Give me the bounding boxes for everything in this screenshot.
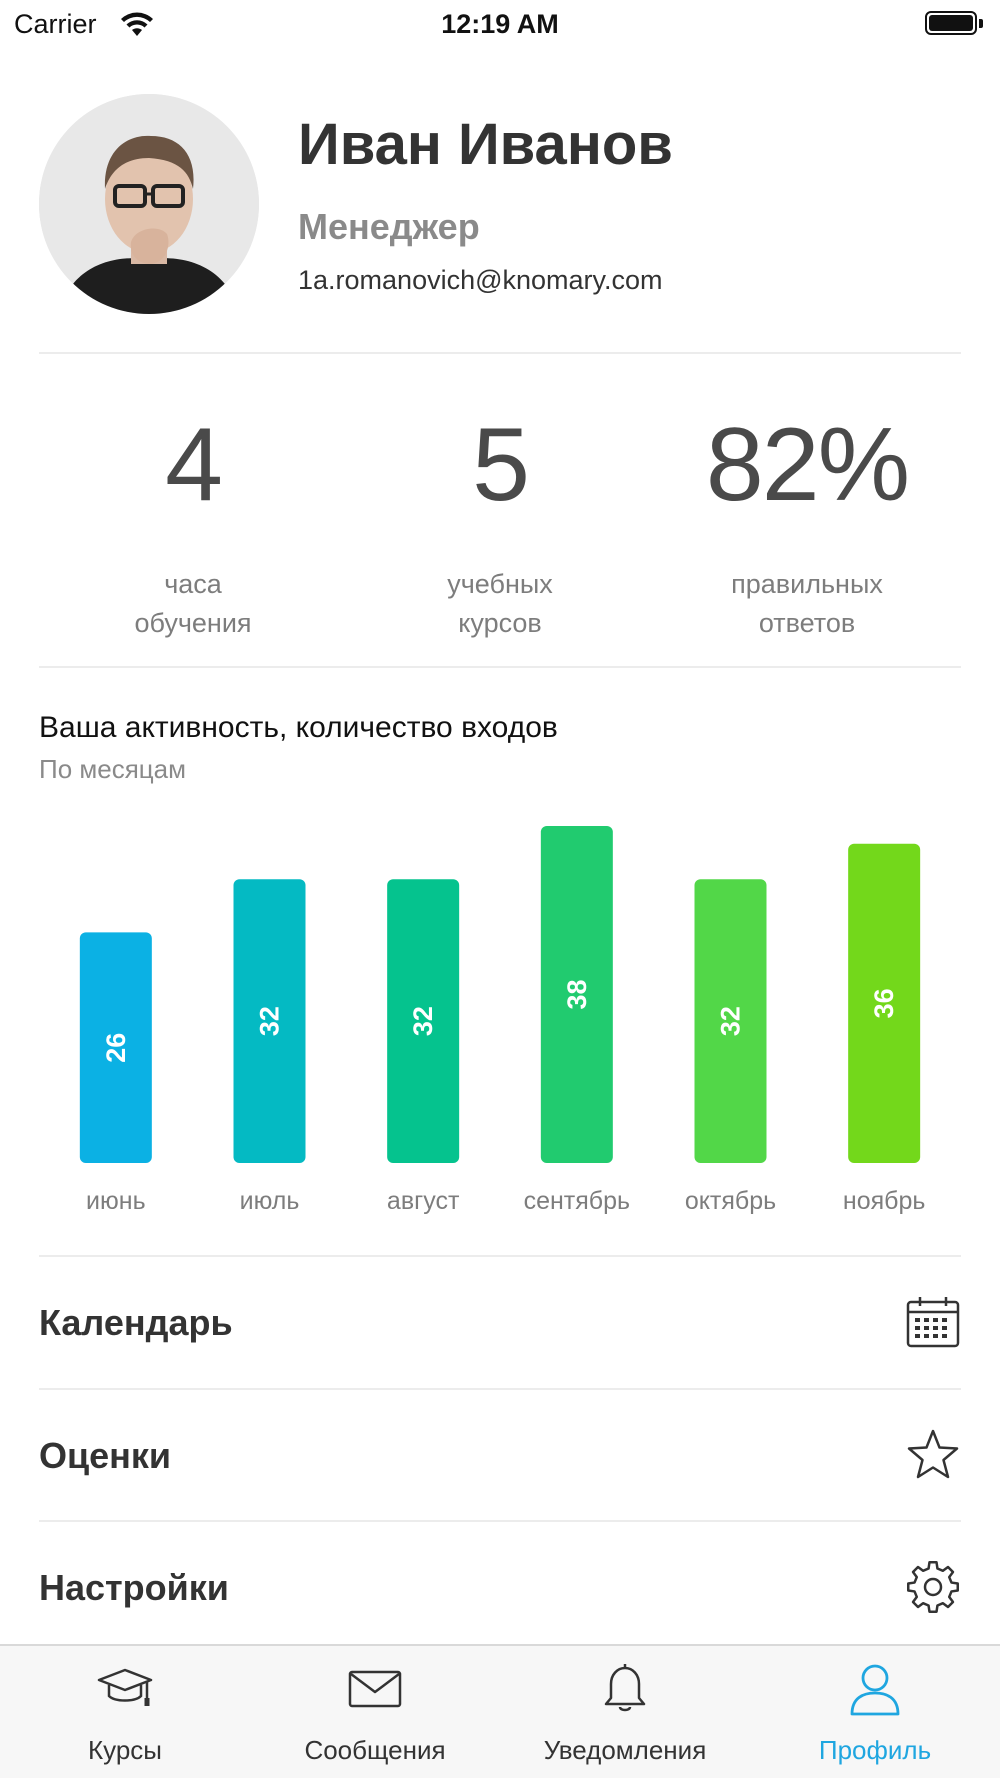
carrier-label: Carrier [14, 9, 97, 39]
bell-icon [604, 1664, 646, 1712]
category-label: октябрь [685, 1187, 776, 1215]
bar-value-label: 36 [869, 988, 899, 1018]
menu-item-label: Настройки [39, 1567, 229, 1608]
stat-label-line: учебных [447, 569, 553, 599]
tab-bar: Курсы Сообщения Уведомления Профиль [0, 1644, 1000, 1778]
stat-label-line: курсов [458, 608, 542, 638]
avatar[interactable] [39, 94, 259, 314]
divider [39, 352, 961, 354]
tab-label: Курсы [87, 1735, 162, 1765]
divider [39, 1255, 961, 1257]
stat-courses: 5 учебных курсов [346, 405, 654, 643]
tab-label: Сообщения [304, 1735, 446, 1765]
category-label: июль [240, 1187, 300, 1215]
divider [39, 666, 961, 668]
battery-icon [925, 11, 983, 37]
stat-label: правильных ответов [653, 565, 961, 643]
bar-сентябрь [540, 826, 613, 1163]
chart-title: Ваша активность, количество входов [39, 711, 558, 744]
stat-hours: 4 часа обучения [39, 405, 347, 643]
clock: 12:19 AM [441, 9, 559, 39]
profile-role: Менеджер [298, 206, 480, 247]
graduation-cap-icon [97, 1668, 153, 1706]
menu-item-label: Оценки [39, 1435, 172, 1476]
bar-август [387, 879, 460, 1163]
bar-июнь [79, 932, 152, 1163]
divider [39, 1520, 961, 1522]
bar-октябрь [694, 879, 767, 1163]
tab-label: Профиль [818, 1735, 932, 1765]
bar-value-label: 26 [101, 1033, 131, 1063]
gear-icon [907, 1561, 959, 1613]
menu-item-grades[interactable]: Оценки [39, 1390, 961, 1521]
bar-value-label: 32 [716, 1006, 746, 1036]
stat-label-line: правильных [731, 569, 883, 599]
calendar-icon [906, 1297, 960, 1348]
stat-label-line: часа [164, 569, 222, 599]
wifi-icon [121, 12, 153, 36]
stat-label: учебных курсов [346, 565, 654, 643]
tab-label: Уведомления [543, 1735, 707, 1765]
stat-value: 4 [165, 407, 223, 523]
stat-value: 5 [472, 407, 530, 523]
category-label: сентябрь [524, 1187, 630, 1215]
stat-correct-answers: 82% правильных ответов [653, 405, 961, 643]
bar-июль [233, 879, 306, 1163]
star-icon [907, 1429, 959, 1479]
avatar-image [39, 94, 259, 314]
tab-profile[interactable]: Профиль [750, 1646, 1000, 1778]
stat-label-line: обучения [134, 608, 252, 638]
chart-subtitle: По месяцам [39, 754, 187, 784]
category-label: август [387, 1187, 460, 1215]
tab-notifications[interactable]: Уведомления [500, 1646, 750, 1778]
menu-item-settings[interactable]: Настройки [39, 1522, 961, 1653]
tab-messages[interactable]: Сообщения [250, 1646, 500, 1778]
bar-value-label: 38 [562, 979, 592, 1009]
stat-value: 82% [705, 407, 910, 523]
menu-item-label: Календарь [39, 1302, 233, 1343]
stat-label-line: ответов [758, 608, 856, 638]
category-label: июнь [86, 1187, 146, 1215]
user-icon [850, 1664, 900, 1716]
envelope-icon [348, 1670, 402, 1708]
tab-courses[interactable]: Курсы [0, 1646, 250, 1778]
bar-ноябрь [848, 843, 921, 1163]
stat-label: часа обучения [39, 565, 347, 643]
activity-bar-chart: 26 июнь 32 июль 32 август 38 сентябрь 32 октябрь 3… [79, 826, 926, 1215]
category-label: ноябрь [843, 1187, 926, 1215]
profile-email: 1a.romanovich@knomary.com [298, 265, 663, 295]
menu-item-calendar[interactable]: Календарь [39, 1257, 961, 1388]
profile-name: Иван Иванов [298, 112, 673, 177]
status-bar: Carrier 12:19 AM [0, 0, 1000, 52]
divider [39, 1388, 961, 1390]
bar-value-label: 32 [408, 1006, 438, 1036]
bar-value-label: 32 [255, 1006, 285, 1036]
